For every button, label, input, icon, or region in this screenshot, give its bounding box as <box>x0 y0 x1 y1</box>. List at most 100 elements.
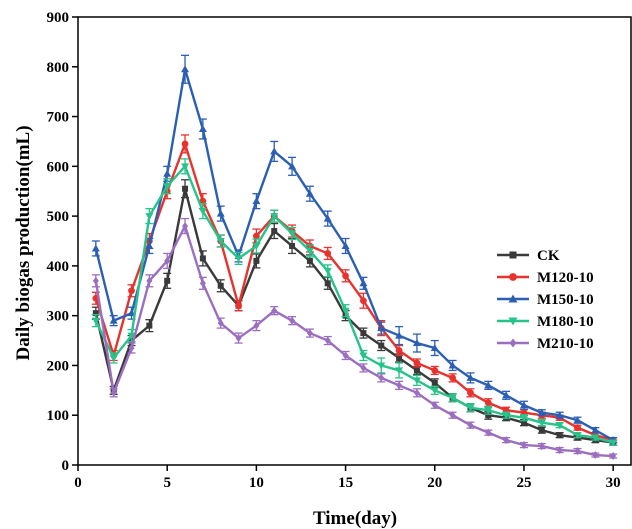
data-point <box>271 306 278 315</box>
data-point <box>466 373 475 381</box>
y-tick-label: 900 <box>47 10 70 26</box>
data-point <box>377 324 386 332</box>
data-point <box>396 381 403 390</box>
data-point <box>109 316 118 324</box>
data-point <box>145 213 154 221</box>
data-point <box>253 257 260 264</box>
data-point <box>341 307 350 315</box>
data-point <box>412 339 421 347</box>
data-point <box>538 427 545 434</box>
y-tick-label: 700 <box>47 110 70 126</box>
data-point <box>592 451 599 460</box>
data-point <box>91 317 100 325</box>
data-point <box>378 373 385 382</box>
data-point <box>181 65 190 73</box>
data-point <box>360 363 367 372</box>
series-line <box>94 165 614 444</box>
data-point <box>198 208 207 216</box>
x-tick-label: 20 <box>427 475 442 491</box>
y-tick-label: 600 <box>47 159 70 175</box>
data-point <box>448 394 457 402</box>
x-tick-label: 30 <box>606 475 621 491</box>
data-point <box>289 316 296 325</box>
series-CK <box>91 179 618 446</box>
data-point <box>502 391 511 399</box>
data-point <box>395 331 404 339</box>
data-point <box>360 330 367 337</box>
data-point <box>305 247 314 255</box>
data-point <box>92 276 99 285</box>
data-point <box>359 279 368 287</box>
data-point <box>484 381 493 389</box>
legend-item: M150-10 <box>497 292 594 308</box>
data-point <box>306 257 313 264</box>
series-M180-10 <box>91 158 618 447</box>
data-point <box>466 404 475 412</box>
data-point <box>92 310 99 317</box>
x-tick-label: 0 <box>74 475 82 491</box>
data-point <box>537 419 546 427</box>
data-point <box>235 334 242 343</box>
data-point <box>413 359 421 367</box>
data-point <box>485 428 492 437</box>
data-point <box>395 347 403 354</box>
legend-item: M210-10 <box>497 336 594 352</box>
plot-frame <box>77 16 632 466</box>
data-point <box>324 280 331 287</box>
data-point <box>323 214 332 222</box>
data-point <box>288 162 297 170</box>
data-point <box>199 279 206 288</box>
data-point <box>253 321 260 330</box>
data-point <box>252 242 261 250</box>
series-line <box>94 224 614 458</box>
data-point <box>181 163 190 171</box>
data-point <box>216 209 225 217</box>
data-point <box>306 329 313 338</box>
data-point <box>127 332 136 340</box>
legend-marker <box>509 338 517 348</box>
data-point <box>520 441 527 450</box>
data-point <box>235 302 242 310</box>
legend: CK M120-10 M150-10 M180-10 M210-10 <box>497 248 594 352</box>
data-point <box>555 422 564 430</box>
data-point <box>342 272 349 280</box>
data-point <box>484 407 493 415</box>
data-point <box>413 388 420 397</box>
data-point <box>573 432 582 440</box>
y-tick-label: 400 <box>47 259 70 275</box>
legend-item: CK <box>497 248 560 264</box>
data-point <box>182 185 189 192</box>
x-axis-title: Time(day) <box>313 508 397 529</box>
x-tick-label: 10 <box>249 475 264 491</box>
data-point <box>503 436 510 445</box>
x-tick-label: 5 <box>163 475 171 491</box>
data-point <box>431 379 438 386</box>
data-point <box>198 125 207 132</box>
legend-marker <box>508 317 518 326</box>
data-point <box>449 411 456 420</box>
data-point <box>395 367 404 375</box>
data-point <box>163 183 172 191</box>
data-point <box>109 354 118 362</box>
y-tick-label: 500 <box>47 209 70 225</box>
data-point <box>413 367 420 374</box>
data-point <box>217 319 224 328</box>
data-point <box>289 242 296 249</box>
data-point <box>341 241 350 249</box>
data-point <box>91 244 100 252</box>
data-point <box>359 352 368 360</box>
y-tick-label: 300 <box>47 309 70 325</box>
data-point <box>484 399 492 407</box>
x-tick-label: 15 <box>338 475 353 491</box>
legend-item: M180-10 <box>497 314 594 330</box>
data-point <box>519 401 528 409</box>
data-point <box>271 228 278 235</box>
data-point <box>252 232 260 240</box>
data-point <box>430 387 439 395</box>
data-point <box>110 388 117 397</box>
data-point <box>146 322 153 329</box>
data-point <box>181 140 189 148</box>
series-line <box>94 187 614 444</box>
